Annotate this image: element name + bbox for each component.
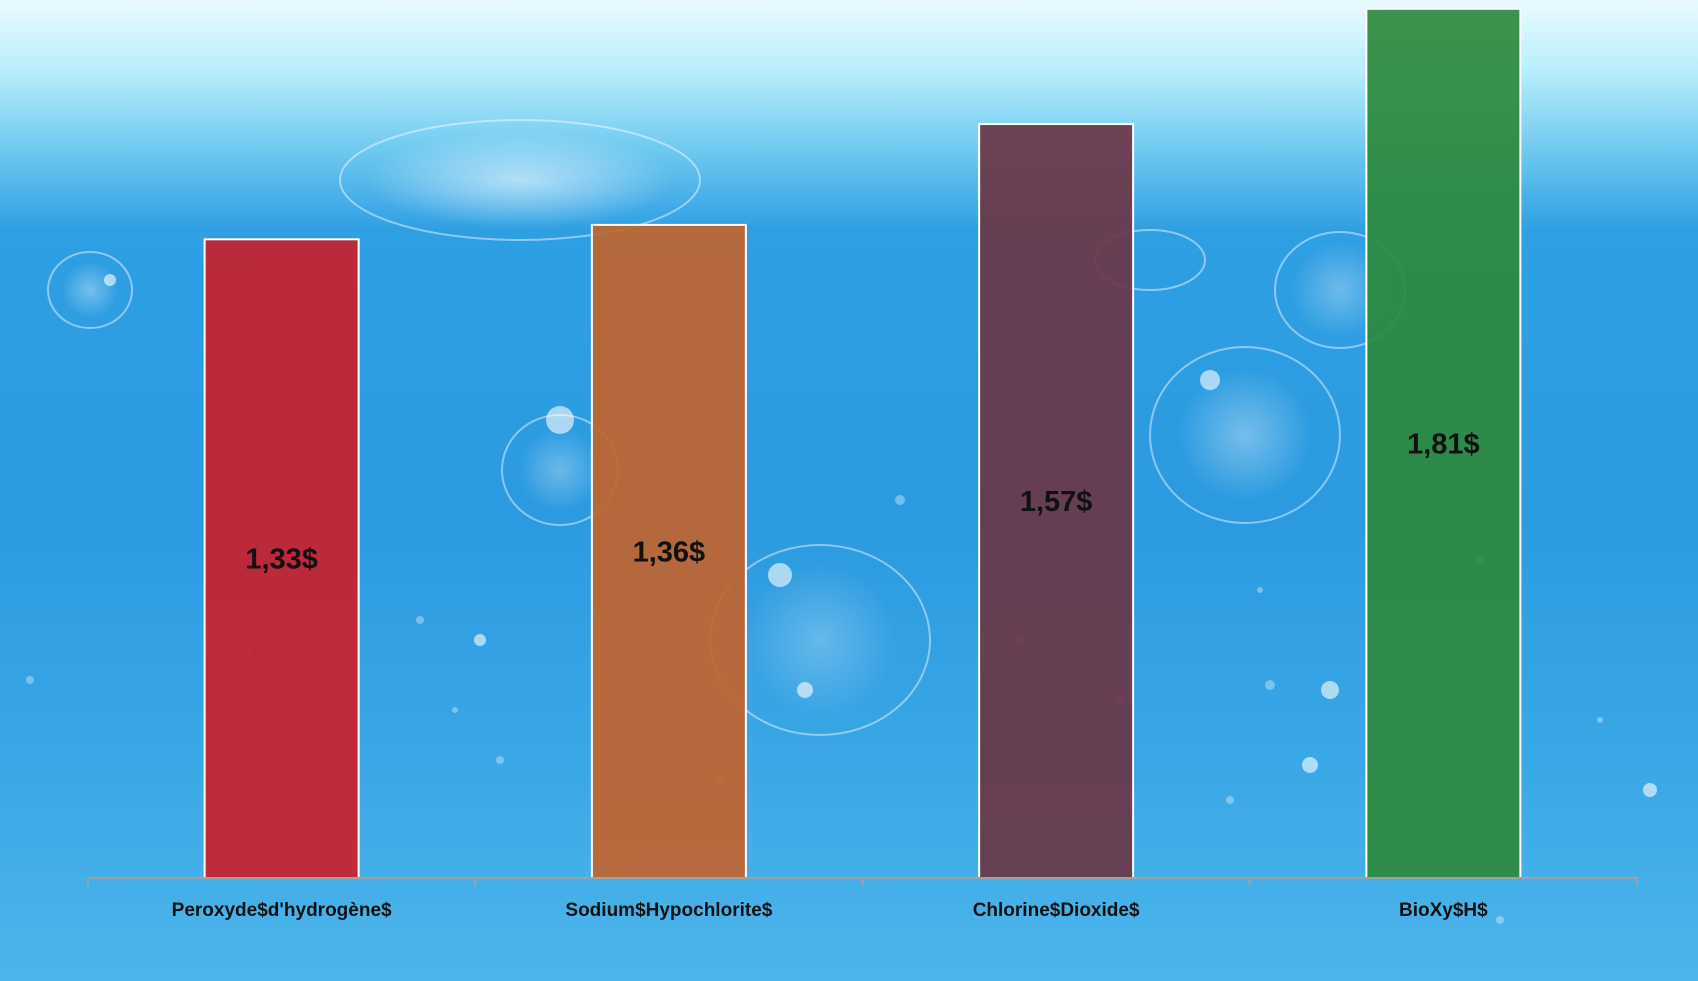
bar-2 (590, 223, 747, 879)
bar-value-label: 1,81$ (1407, 428, 1480, 460)
bar-value-label: 1,33$ (245, 544, 318, 576)
bar-4 (1365, 7, 1522, 880)
bar-1 (203, 238, 360, 880)
x-tick-label: Peroxyde$d'hydrogène$ (172, 900, 392, 921)
bar-value-label: 1,36$ (633, 536, 706, 568)
bar-value-label: 1,57$ (1020, 486, 1093, 518)
x-tick-label: Sodium$Hypochlorite$ (565, 900, 772, 921)
bar-3 (978, 123, 1135, 880)
x-tick-label: Chlorine$Dioxide$ (973, 900, 1140, 921)
x-tick-label: BioXy$H$ (1399, 900, 1488, 921)
